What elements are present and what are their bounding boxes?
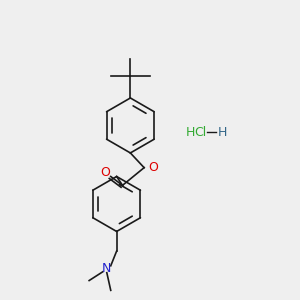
Text: O: O — [148, 161, 158, 174]
Text: O: O — [100, 166, 110, 179]
Text: N: N — [102, 262, 112, 275]
Text: Cl: Cl — [194, 126, 206, 139]
Text: H: H — [185, 126, 195, 139]
Text: H: H — [218, 126, 227, 139]
